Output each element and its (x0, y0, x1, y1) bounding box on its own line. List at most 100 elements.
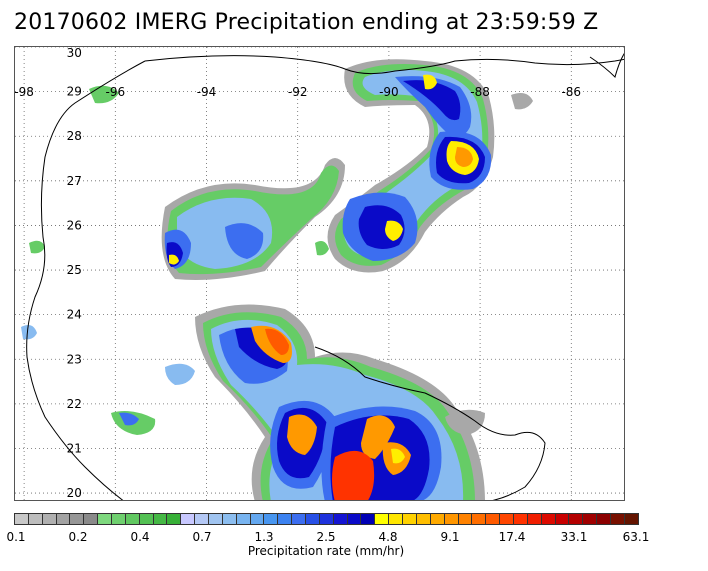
colorbar-tick-label: 4.8 (378, 530, 398, 544)
colorbar-tick-label: 0.7 (192, 530, 212, 544)
precip-center-yellow (385, 220, 403, 241)
precip-north-darkblue-1 (403, 80, 461, 121)
latitude-label: 24 (67, 308, 82, 322)
colorbar-swatch (167, 514, 182, 524)
colorbar-label: Precipitation rate (mm/hr) (247, 544, 405, 558)
precip-north-yellow-small (423, 74, 437, 90)
colorbar-swatch (403, 514, 417, 524)
longitude-label: -86 (561, 85, 581, 99)
colorbar-swatch (361, 514, 376, 524)
latitude-label: 30 (67, 47, 82, 60)
latitude-label: 29 (67, 85, 82, 99)
colorbar-swatch (486, 514, 501, 524)
precipitation-colorbar (14, 513, 639, 525)
colorbar-swatch (319, 514, 334, 524)
colorbar-tick-label: 2.5 (316, 530, 336, 544)
colorbar-swatch (416, 514, 431, 524)
colorbar-tick-label: 9.1 (440, 530, 460, 544)
precip-se-orange (361, 415, 395, 459)
map-title: 20170602 IMERG Precipitation ending at 2… (14, 10, 599, 35)
latitude-label: 22 (67, 397, 82, 411)
colorbar-swatch (209, 514, 223, 524)
colorbar-swatch (569, 514, 584, 524)
latitude-label: 28 (67, 129, 82, 143)
longitude-label: -90 (379, 85, 399, 99)
precip-gulf-orange (287, 414, 317, 455)
latitude-label: 23 (67, 352, 82, 366)
colorbar-swatch (583, 514, 598, 524)
colorbar-swatch (527, 514, 542, 524)
colorbar-swatch (555, 514, 570, 524)
colorbar-swatch (500, 514, 514, 524)
coastline-yucatan (314, 346, 546, 500)
coastline-texas-mexico (26, 60, 146, 500)
colorbar-swatch (389, 514, 404, 524)
colorbar-swatch (430, 514, 445, 524)
colorbar-tick-label: 17.4 (498, 530, 526, 544)
colorbar-swatch (444, 514, 459, 524)
map-canvas: -98 -96 -94 -92 -90 -88 -86 30 29 28 27 26 25 24 23 22 2… (15, 47, 624, 500)
precip-cell-5 (89, 85, 119, 104)
precip-se-yellow (391, 448, 405, 464)
coastline-north (144, 55, 624, 75)
precip-se-red (332, 451, 375, 500)
coastline-florida (589, 53, 624, 78)
longitude-label: -98 (15, 85, 34, 99)
colorbar-swatch (195, 514, 210, 524)
colorbar-swatch (139, 514, 154, 524)
colorbar-swatch (98, 514, 113, 524)
precip-south-red (265, 328, 289, 355)
colorbar-swatch (222, 514, 237, 524)
precipitation-map: -98 -96 -94 -92 -90 -88 -86 30 29 28 27 26 25 24 23 22 2… (14, 46, 625, 501)
colorbar-swatch (347, 514, 362, 524)
coastline (26, 53, 624, 500)
colorbar-tick-label: 0.4 (130, 530, 150, 544)
colorbar-swatch (153, 514, 168, 524)
colorbar-swatch (15, 514, 29, 524)
colorbar-swatch (541, 514, 556, 524)
colorbar-tick-label: 63.1 (622, 530, 650, 544)
colorbar-swatch (28, 514, 43, 524)
axis-labels: -98 -96 -94 -92 -90 -88 -86 30 29 28 27 26 25 24 23 22 2… (15, 47, 581, 500)
colorbar-swatch (458, 514, 473, 524)
colorbar-swatch (84, 514, 99, 524)
colorbar-tick-label: 0.1 (6, 530, 26, 544)
colorbar-swatch (70, 514, 85, 524)
precip-west-yellow (169, 254, 179, 265)
colorbar-swatch (112, 514, 126, 524)
latitude-label: 21 (67, 441, 82, 455)
precip-cell-2 (165, 363, 195, 385)
colorbar-swatch (597, 514, 611, 524)
colorbar-swatch (236, 514, 251, 524)
colorbar-swatch (278, 514, 293, 524)
longitude-label: -88 (470, 85, 490, 99)
colorbar-tick-label: 0.2 (68, 530, 88, 544)
colorbar-swatch (513, 514, 528, 524)
precip-cell-6 (511, 93, 533, 110)
precip-west-blue-2 (225, 223, 264, 259)
colorbar-swatch (306, 514, 320, 524)
precip-cell-4 (29, 240, 45, 254)
precip-cell-8 (315, 241, 329, 256)
longitude-label: -92 (288, 85, 308, 99)
precip-cell-7 (445, 409, 485, 435)
colorbar-swatch (292, 514, 307, 524)
colorbar-swatch (333, 514, 348, 524)
latitude-label: 26 (67, 218, 82, 232)
colorbar-swatch (264, 514, 279, 524)
colorbar-swatch (375, 514, 390, 524)
colorbar-swatch (125, 514, 140, 524)
latitude-label: 20 (67, 486, 82, 500)
colorbar-swatch (56, 514, 71, 524)
colorbar-swatch (250, 514, 265, 524)
precipitation-field (21, 59, 533, 500)
longitude-label: -96 (106, 85, 126, 99)
latitude-label: 25 (67, 263, 82, 277)
colorbar-swatch (472, 514, 487, 524)
colorbar-swatch (610, 514, 625, 524)
precip-east-orange (455, 147, 473, 167)
latitude-label: 27 (67, 174, 82, 188)
precip-cell-3 (21, 325, 37, 340)
colorbar-swatch (42, 514, 57, 524)
longitude-label: -94 (197, 85, 217, 99)
